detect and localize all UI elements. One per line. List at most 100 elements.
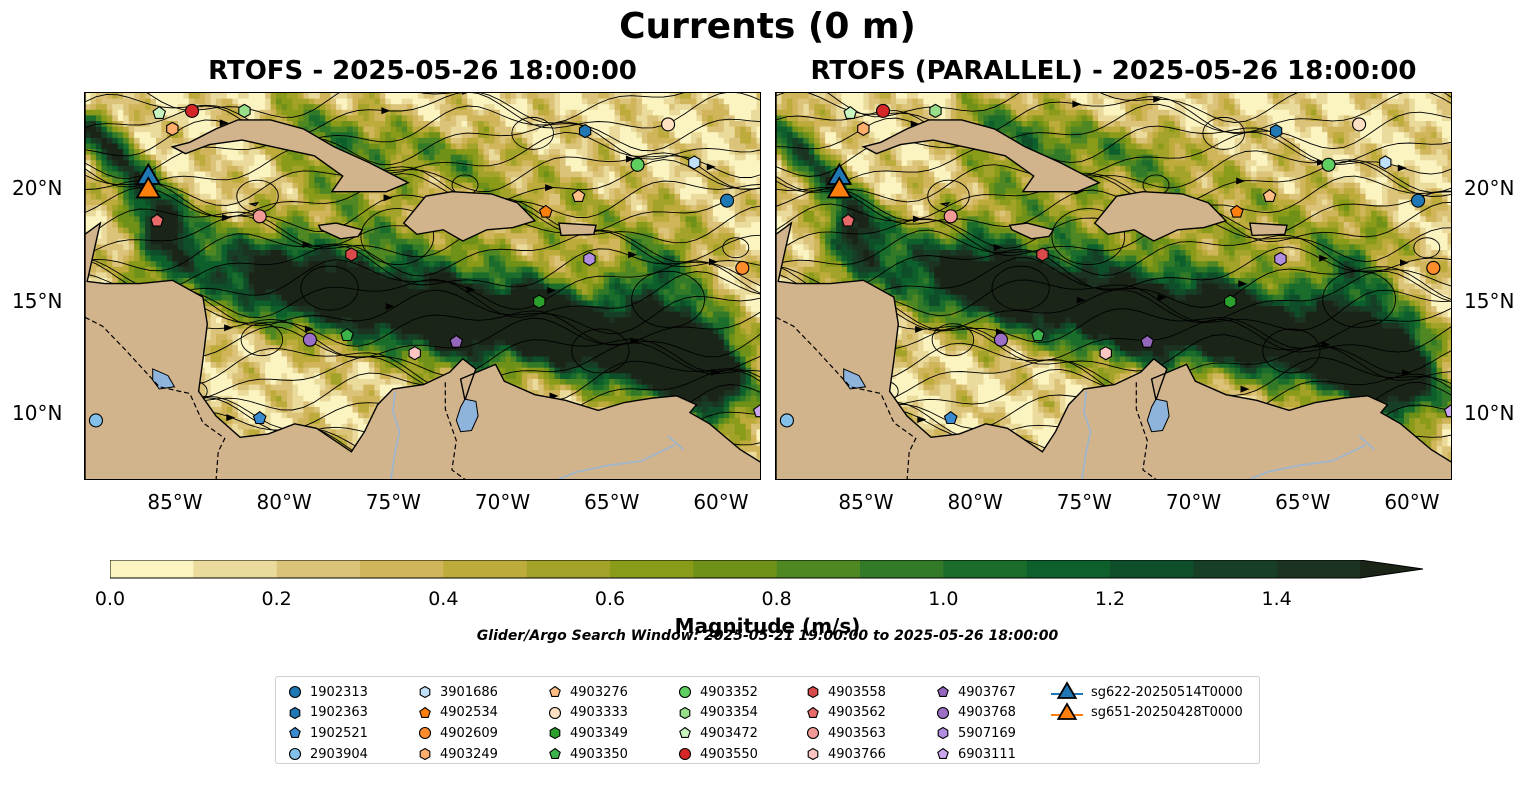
colorbar-segment <box>1110 560 1194 578</box>
river <box>1247 444 1366 479</box>
marker-4903354 <box>238 103 251 119</box>
legend-item: 4903249 <box>418 744 498 765</box>
colorbar-segment <box>1193 560 1278 578</box>
colorbar-tick-label: 0.4 <box>428 588 459 610</box>
panel-title-rtofs: RTOFS - 2025-05-26 18:00:00 <box>208 56 637 86</box>
colorbar-segment <box>443 560 528 578</box>
marker-4903350 <box>1031 328 1045 342</box>
legend-label: 6903111 <box>958 746 1016 762</box>
legend-label: 1902363 <box>310 705 368 721</box>
map-svg <box>776 93 1451 479</box>
legend-marker-4903558 <box>807 686 819 699</box>
legend-item: 1902363 <box>288 703 368 724</box>
marker-4903562 <box>150 213 164 227</box>
marker-4902534 <box>538 204 553 218</box>
marker-sg651-20250428T0000 <box>135 176 162 199</box>
x-tick-label: 60°W <box>693 490 749 514</box>
marker-4902534 <box>1229 204 1244 218</box>
lakes <box>152 368 479 433</box>
legend-marker-5907169 <box>937 727 949 740</box>
legend-marker-4902534 <box>419 706 431 718</box>
legend-item: 1902521 <box>288 723 368 744</box>
marker-3901686 <box>688 155 701 170</box>
land-hispaniola <box>402 190 537 242</box>
legend-marker <box>549 686 561 698</box>
legend-label: sg651-20250428T0000 <box>1091 705 1243 721</box>
marker-4903352 <box>630 157 645 172</box>
river <box>1081 391 1092 479</box>
lake-nicaragua <box>843 368 867 390</box>
colorbar-label: Magnitude (m/s) <box>674 614 861 638</box>
legend-item: 4903354 <box>678 703 758 724</box>
legend-marker-4903562 <box>807 706 819 718</box>
marker-4903276 <box>571 189 586 202</box>
legend-marker <box>937 747 949 760</box>
colorbar-outline <box>109 559 1424 579</box>
figure-title: Currents (0 m) <box>619 6 916 47</box>
marker-4902609 <box>1426 260 1441 275</box>
legend-marker <box>419 706 431 718</box>
legend-marker-4902609 <box>418 727 432 740</box>
y-tick-label-right: 10°N <box>1464 400 1515 425</box>
map-svg <box>85 93 760 479</box>
legend-marker-4903350 <box>549 747 561 760</box>
legend-item: sg651-20250428T0000 <box>1051 702 1243 724</box>
land-hispaniola <box>1093 190 1228 242</box>
legend-item: 4903276 <box>548 682 628 703</box>
marker-4903558 <box>345 247 358 262</box>
marker-4903333 <box>1352 117 1367 132</box>
x-tick-label: 65°W <box>1275 490 1331 514</box>
legend-label: 4903276 <box>570 684 628 700</box>
legend-label: 5907169 <box>958 725 1016 741</box>
legend-marker <box>419 686 431 699</box>
land <box>85 93 760 479</box>
y-tick-label-right: 15°N <box>1464 288 1515 313</box>
legend-label: 4903562 <box>828 705 886 721</box>
legend-item: 4903766 <box>806 744 886 765</box>
legend-marker <box>937 686 949 698</box>
platform-markers <box>779 103 1451 428</box>
colorbar-tick-label: 1.2 <box>1094 588 1126 610</box>
marker-4903472 <box>843 106 858 119</box>
legend-marker-4903767 <box>937 686 949 698</box>
legend-column: 4903767 4903768 5907169 6903111 <box>936 682 1016 764</box>
map-panel-rtofs-parallel <box>775 92 1452 480</box>
legend-marker <box>289 706 301 720</box>
legend-label: 4903558 <box>828 684 886 700</box>
legend-column: 1902313 1902363 1902521 2903904 <box>288 682 368 764</box>
lake-maracaibo <box>1146 398 1170 433</box>
marker-4903768 <box>302 332 317 347</box>
legend-label: 2903904 <box>310 746 368 762</box>
colorbar-tick-label: 0.2 <box>261 588 292 610</box>
legend-item: 2903904 <box>288 744 368 765</box>
borders <box>1135 382 1157 479</box>
legend-marker-3901686 <box>419 686 431 699</box>
marker-1902363 <box>1269 123 1283 139</box>
land-cuba <box>861 119 1101 193</box>
legend-item: 4903352 <box>678 682 758 703</box>
legend-column: sg622-20250514T0000 sg651-20250428T0000 <box>1051 681 1243 724</box>
marker-4903350 <box>340 328 354 342</box>
borders <box>776 316 917 479</box>
legend-marker <box>549 747 561 760</box>
land-cayman <box>248 201 260 207</box>
legend-marker-1902521 <box>289 727 301 739</box>
legend-marker <box>289 727 301 739</box>
legend-marker <box>419 747 431 761</box>
x-tick-label: 80°W <box>256 490 312 514</box>
legend-marker-2903904 <box>288 748 302 761</box>
land-puertorico <box>558 222 597 237</box>
legend-marker <box>288 686 302 699</box>
colorbar-segment <box>943 560 1028 578</box>
marker-4902609 <box>735 260 750 275</box>
legend-item: 3901686 <box>418 682 498 703</box>
colorbar-segment <box>610 560 694 578</box>
marker-5907169 <box>1274 251 1287 267</box>
marker-4903767 <box>1140 334 1155 348</box>
legend-label: 4903352 <box>700 684 758 700</box>
marker-4903352 <box>1321 157 1336 172</box>
colorbar-segment <box>193 560 278 578</box>
legend-column: 4903352 4903354 4903472 4903550 <box>678 682 758 764</box>
marker-1902521 <box>252 411 267 425</box>
land-cuba <box>170 119 410 193</box>
